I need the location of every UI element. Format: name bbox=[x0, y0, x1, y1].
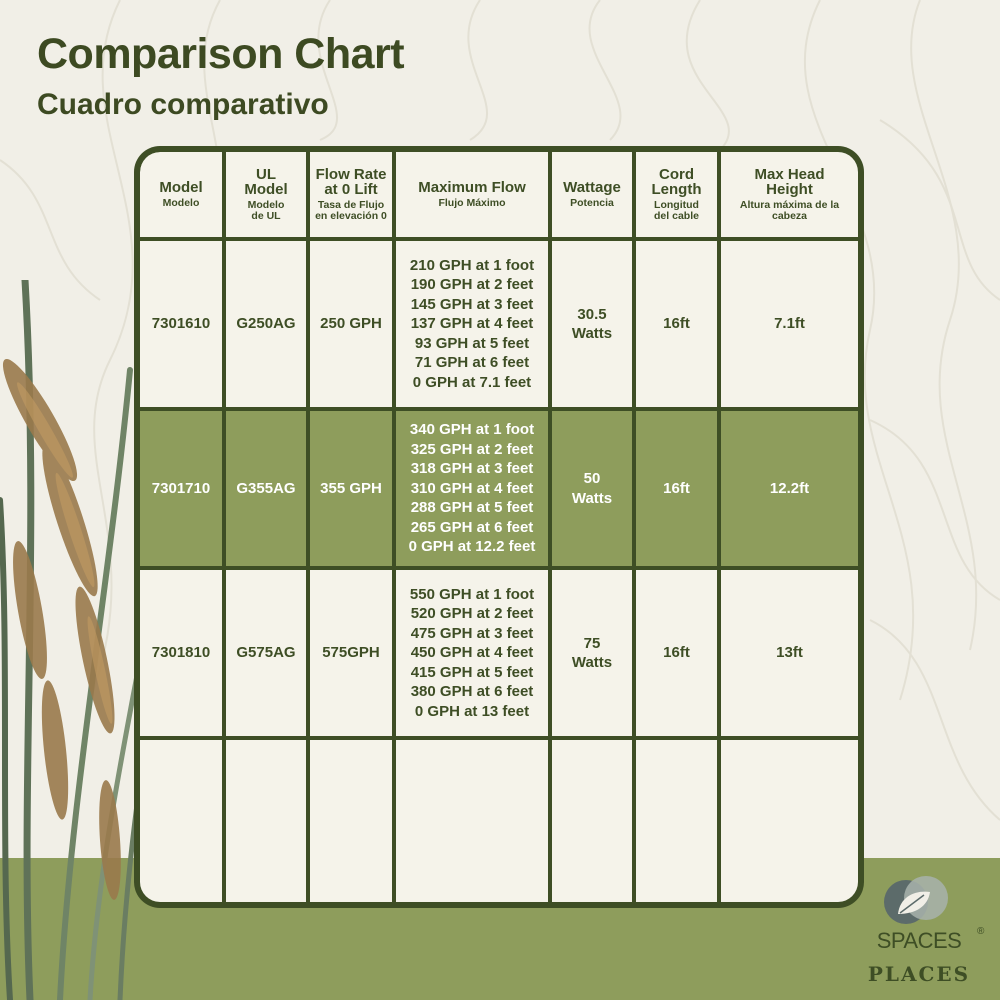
header-sublabel: Flujo Máximo bbox=[438, 197, 506, 209]
empty-cell bbox=[310, 740, 392, 902]
cell-maximum-flow: 340 GPH at 1 foot 325 GPH at 2 feet 318 … bbox=[396, 411, 548, 566]
flow-line: 325 GPH at 2 feet bbox=[410, 440, 534, 458]
flow-line: 318 GPH at 3 feet bbox=[410, 460, 534, 478]
flow-line: 340 GPH at 1 foot bbox=[409, 421, 535, 439]
cell-wattage: 50 Watts bbox=[552, 411, 632, 566]
flow-line: 210 GPH at 1 foot bbox=[409, 256, 535, 274]
page-subtitle: Cuadro comparativo bbox=[37, 88, 329, 121]
cell-ul-model: G355AG bbox=[226, 411, 306, 566]
header-model: Model Modelo bbox=[140, 152, 222, 237]
empty-cell bbox=[552, 740, 632, 902]
header-sublabel: Potencia bbox=[570, 197, 614, 209]
empty-cell bbox=[636, 740, 717, 902]
empty-cell bbox=[140, 740, 222, 902]
empty-cell bbox=[396, 740, 548, 902]
header-flow-rate: Flow Rate at 0 Lift Tasa de Flujo en ele… bbox=[310, 152, 392, 237]
header-maximum-flow: Maximum Flow Flujo Máximo bbox=[396, 152, 548, 237]
brand-logo: SPACES ® PLACES bbox=[858, 870, 988, 990]
header-ul-model: UL Model Modelo de UL bbox=[226, 152, 306, 237]
header-sublabel: Tasa de Flujo en elevación 0 bbox=[315, 199, 387, 222]
flow-line: 145 GPH at 3 feet bbox=[410, 295, 534, 313]
header-cord-length: Cord Length Longitud del cable bbox=[636, 152, 717, 237]
cell-ul-model: G575AG bbox=[226, 570, 306, 736]
empty-cell bbox=[721, 740, 858, 902]
cell-wattage: 30.5 Watts bbox=[552, 241, 632, 407]
cell-max-head-height: 13ft bbox=[721, 570, 858, 736]
flow-line: 265 GPH at 6 feet bbox=[410, 518, 534, 536]
flow-line: 0 GPH at 7.1 feet bbox=[412, 373, 532, 391]
cell-max-head-height: 12.2ft bbox=[721, 411, 858, 566]
cell-cord-length: 16ft bbox=[636, 241, 717, 407]
flow-line: 0 GPH at 12.2 feet bbox=[408, 538, 536, 556]
empty-cell bbox=[226, 740, 306, 902]
leaf-icon bbox=[884, 876, 948, 924]
cell-cord-length: 16ft bbox=[636, 411, 717, 566]
header-sublabel: Modelo bbox=[162, 197, 200, 209]
header-wattage: Wattage Potencia bbox=[552, 152, 632, 237]
flow-line: 450 GPH at 4 feet bbox=[410, 644, 534, 662]
header-max-head-height: Max Head Height Altura máxima de la cabe… bbox=[721, 152, 858, 237]
header-label: UL Model bbox=[244, 166, 288, 198]
flow-line: 415 GPH at 5 feet bbox=[410, 663, 534, 681]
header-label: Max Head Height bbox=[754, 166, 825, 198]
cell-flow-rate: 355 GPH bbox=[310, 411, 392, 566]
flow-line: 137 GPH at 4 feet bbox=[410, 315, 534, 333]
logo-word-spaces: SPACES bbox=[876, 928, 962, 953]
wattage-text: 75 Watts bbox=[571, 634, 613, 672]
header-sublabel: Modelo de UL bbox=[247, 199, 285, 222]
flow-line: 520 GPH at 2 feet bbox=[410, 605, 534, 623]
logo-registered-mark: ® bbox=[977, 926, 985, 937]
cell-ul-model: G250AG bbox=[226, 241, 306, 407]
header-label: Maximum Flow bbox=[418, 179, 526, 196]
cell-wattage: 75 Watts bbox=[552, 570, 632, 736]
cell-flow-rate: 250 GPH bbox=[310, 241, 392, 407]
comparison-table: Model Modelo UL Model Modelo de UL Flow … bbox=[134, 146, 864, 908]
wattage-text: 30.5 Watts bbox=[571, 305, 613, 343]
header-label: Cord Length bbox=[651, 166, 702, 198]
flow-line: 288 GPH at 5 feet bbox=[410, 499, 534, 517]
header-label: Model bbox=[159, 179, 203, 196]
flow-line: 550 GPH at 1 foot bbox=[409, 585, 535, 603]
cell-max-head-height: 7.1ft bbox=[721, 241, 858, 407]
flow-line: 0 GPH at 13 feet bbox=[414, 702, 530, 720]
cell-model: 7301710 bbox=[140, 411, 222, 566]
wattage-text: 50 Watts bbox=[571, 470, 613, 507]
cell-model: 7301810 bbox=[140, 570, 222, 736]
flow-line: 310 GPH at 4 feet bbox=[410, 479, 534, 497]
cell-maximum-flow: 550 GPH at 1 foot 520 GPH at 2 feet 475 … bbox=[396, 570, 548, 736]
header-sublabel: Longitud del cable bbox=[654, 199, 699, 222]
cell-model: 7301610 bbox=[140, 241, 222, 407]
header-label: Flow Rate at 0 Lift bbox=[315, 166, 387, 198]
cell-flow-rate: 575GPH bbox=[310, 570, 392, 736]
flow-line: 380 GPH at 6 feet bbox=[410, 683, 534, 701]
header-label: Wattage bbox=[563, 179, 621, 196]
logo-word-places: PLACES bbox=[867, 962, 971, 986]
cell-maximum-flow: 210 GPH at 1 foot 190 GPH at 2 feet 145 … bbox=[396, 241, 548, 407]
grass-illustration bbox=[0, 280, 173, 1000]
flow-line: 71 GPH at 6 feet bbox=[414, 354, 530, 372]
cell-cord-length: 16ft bbox=[636, 570, 717, 736]
header-sublabel: Altura máxima de la cabeza bbox=[739, 199, 840, 222]
flow-line: 475 GPH at 3 feet bbox=[410, 624, 534, 642]
page-title: Comparison Chart bbox=[37, 30, 405, 78]
flow-line: 190 GPH at 2 feet bbox=[410, 276, 534, 294]
flow-line: 93 GPH at 5 feet bbox=[414, 334, 530, 352]
